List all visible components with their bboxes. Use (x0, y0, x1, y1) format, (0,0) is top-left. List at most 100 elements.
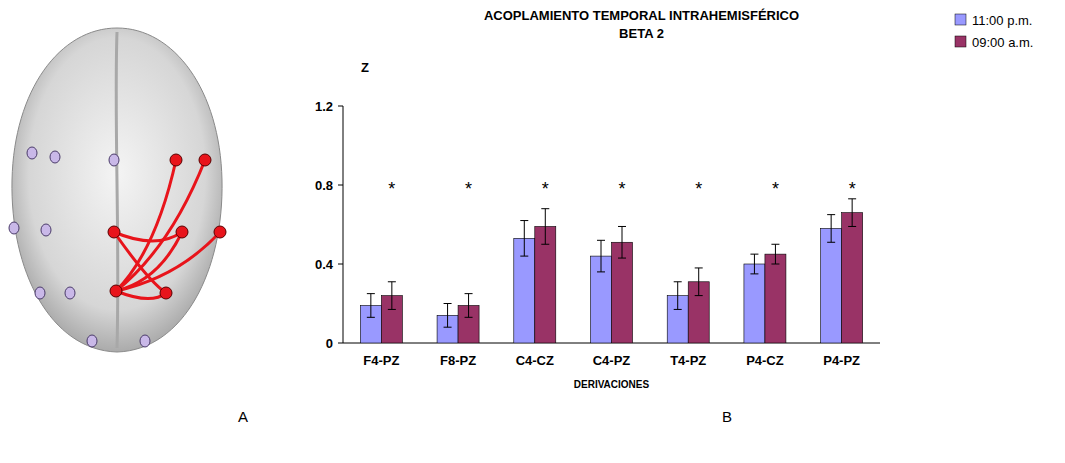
brain-diagram (9, 28, 226, 352)
annotation: * (542, 179, 549, 199)
error-bar-stem (370, 294, 371, 318)
x-tick-label: P4-PZ (823, 353, 860, 368)
electrode-active (176, 226, 188, 238)
error-bar-cap (520, 220, 528, 221)
annotation: * (849, 179, 856, 199)
connection (116, 291, 166, 299)
error-bar-cap (827, 242, 835, 243)
error-bar (695, 268, 703, 296)
error-bar-cap (771, 244, 779, 245)
x-tick-label: T4-PZ (670, 353, 706, 368)
electrode-active (170, 154, 182, 166)
error-bar-cap (444, 327, 452, 328)
error-bar-cap (618, 258, 626, 259)
error-bar-cap (750, 254, 758, 255)
error-bar-cap (695, 267, 703, 268)
bar (842, 213, 863, 343)
error-bar-cap (695, 295, 703, 296)
connection (116, 160, 205, 291)
bar (535, 226, 556, 343)
error-bar-cap (541, 244, 549, 245)
y-tick-label: 0.4 (315, 257, 334, 272)
error-bar-cap (618, 226, 626, 227)
error-bar-cap (750, 273, 758, 274)
error-bar (827, 215, 835, 243)
x-tick-label: F4-PZ (363, 353, 399, 368)
brain-outline (12, 28, 222, 352)
electrode-active (214, 226, 226, 238)
error-bar (771, 244, 779, 264)
legend: 11:00 p.m. 09:00 a.m. (955, 13, 1033, 50)
electrode (35, 287, 45, 299)
annotation: * (695, 179, 702, 199)
error-bar-cap (827, 214, 835, 215)
x-axis-title: DERIVACIONES (574, 379, 650, 390)
error-bar-stem (698, 268, 699, 296)
y-tick-label: 1.2 (315, 99, 333, 114)
error-bar-stem (468, 294, 469, 318)
connection (114, 232, 166, 293)
error-bar-stem (775, 244, 776, 264)
error-bar-cap (367, 317, 375, 318)
error-bar-cap (388, 309, 396, 310)
legend-label: 09:00 a.m. (972, 35, 1033, 50)
error-bar (848, 199, 856, 227)
electrode (87, 335, 97, 347)
error-bar-stem (391, 282, 392, 310)
electrode-active (160, 287, 172, 299)
error-bar (674, 282, 682, 310)
electrode-active (199, 154, 211, 166)
error-bar-cap (367, 293, 375, 294)
error-bar (520, 221, 528, 257)
error-bar (444, 304, 452, 328)
error-bar-cap (541, 208, 549, 209)
annotation: * (772, 179, 779, 199)
annotation: * (388, 179, 395, 199)
electrode (140, 335, 150, 347)
x-tick-label: F8-PZ (440, 353, 476, 368)
error-bar-cap (388, 281, 396, 282)
error-bar-cap (520, 256, 528, 257)
electrode-active (108, 226, 120, 238)
error-bar-cap (848, 226, 856, 227)
connection (114, 232, 182, 241)
error-bar (465, 294, 473, 318)
annotation: * (618, 179, 625, 199)
error-bar-stem (831, 215, 832, 243)
subtitle: BETA 2 (619, 26, 664, 41)
error-bar-stem (622, 226, 623, 258)
error-bar-cap (771, 264, 779, 265)
electrode (65, 287, 75, 299)
legend-label: 11:00 p.m. (972, 13, 1032, 28)
legend-swatch (955, 36, 966, 47)
bar (821, 228, 842, 343)
y-axis-title: Z (361, 60, 369, 75)
annotation: * (465, 179, 472, 199)
y-axis (343, 106, 344, 343)
electrode (41, 224, 51, 236)
connections (114, 160, 220, 299)
error-bar-stem (545, 209, 546, 245)
bar (765, 254, 786, 343)
error-bar (541, 209, 549, 245)
error-bar-stem (447, 304, 448, 328)
electrode (109, 154, 119, 166)
error-bar-stem (601, 240, 602, 272)
electrode-active (110, 285, 122, 297)
error-bar-cap (465, 317, 473, 318)
error-bar (750, 254, 758, 274)
chart: ACOPLAMIENTO TEMPORAL INTRAHEMISFÉRICOBE… (315, 8, 1034, 390)
error-bar-stem (524, 221, 525, 257)
error-bar-cap (674, 309, 682, 310)
error-bar-cap (597, 240, 605, 241)
marks (360, 199, 862, 343)
connection (116, 232, 220, 291)
x-tick-label: C4-PZ (593, 353, 631, 368)
x-tick-label: P4-CZ (746, 353, 784, 368)
y-tick-label: 0.8 (315, 178, 333, 193)
error-bar-cap (465, 293, 473, 294)
y-tick-label: 0 (326, 336, 333, 351)
figure: ABACOPLAMIENTO TEMPORAL INTRAHEMISFÉRICO… (0, 0, 1065, 463)
error-bar-cap (597, 271, 605, 272)
error-bar-cap (674, 281, 682, 282)
